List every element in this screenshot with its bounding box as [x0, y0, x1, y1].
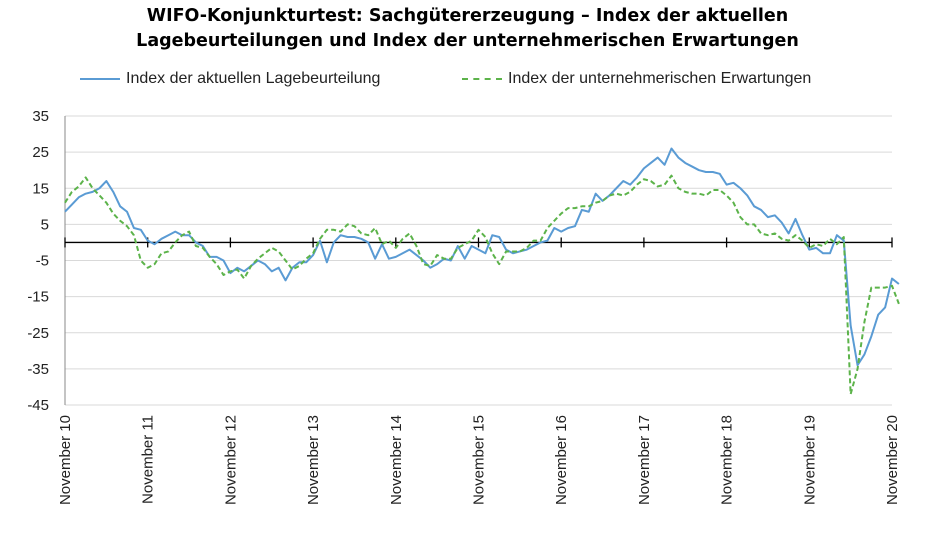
- chart-title-line-1: WIFO-Konjunkturtest: Sachgütererzeugung …: [146, 6, 789, 26]
- legend-swatch-erwartungen: [462, 78, 502, 80]
- y-tick-label: -25: [27, 325, 49, 342]
- x-tick-label: November 12: [222, 415, 239, 505]
- y-tick-label: -15: [27, 289, 49, 306]
- legend-item-erwartungen: Index der unternehmerischen Erwartungen: [462, 70, 811, 88]
- legend-label-erwartungen: Index der unternehmerischen Erwartungen: [508, 70, 812, 87]
- chart-title: WIFO-Konjunkturtest: Sachgütererzeugung …: [0, 4, 935, 54]
- series-line-erwartungen: [64, 174, 900, 396]
- x-tick-label: November 10: [57, 415, 74, 505]
- x-tick-label: November 11: [140, 415, 157, 504]
- legend-swatch-lagebeurteilung: [80, 78, 120, 80]
- x-tick-label: November 17: [636, 415, 653, 505]
- y-tick-label: -5: [36, 253, 49, 270]
- legend: Index der aktuellen Lagebeurteilung Inde…: [0, 70, 935, 92]
- x-tick-label: November 13: [305, 415, 322, 505]
- x-tick-label: November 18: [719, 415, 736, 505]
- y-tick-label: 35: [32, 108, 49, 125]
- x-tick-label: November 19: [801, 415, 818, 505]
- y-tick-label: 25: [32, 144, 49, 161]
- y-tick-label: 15: [32, 180, 49, 197]
- y-tick-label: 5: [41, 216, 49, 233]
- chart-title-line-2: Lagebeurteilungen und Index der unterneh…: [136, 31, 799, 51]
- legend-label-lagebeurteilung: Index der aktuellen Lagebeurteilung: [126, 70, 381, 87]
- x-tick-label: November 15: [471, 415, 488, 505]
- x-tick-label: November 14: [388, 415, 405, 505]
- y-tick-label: -45: [27, 397, 49, 414]
- x-tick-label: November 20: [884, 415, 901, 505]
- y-tick-label: -35: [27, 361, 49, 378]
- legend-item-lagebeurteilung: Index der aktuellen Lagebeurteilung: [80, 70, 380, 88]
- x-tick-label: November 16: [553, 415, 570, 505]
